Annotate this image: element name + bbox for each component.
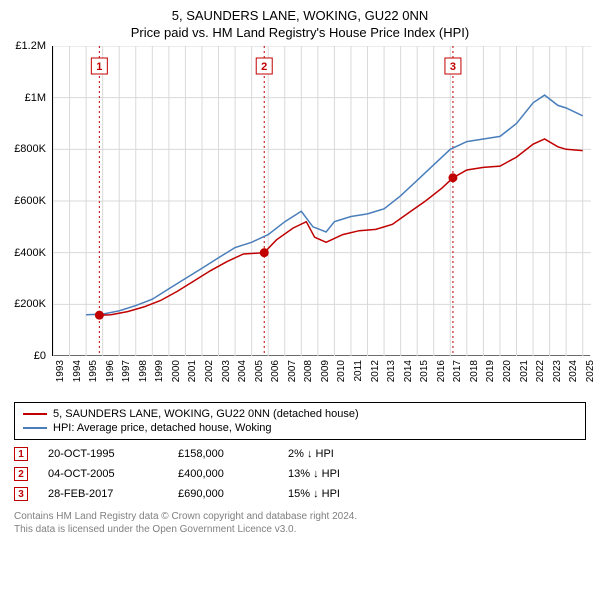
- x-tick-label: 2025: [585, 360, 596, 382]
- legend-swatch: [23, 427, 47, 429]
- x-tick-label: 2023: [552, 360, 563, 382]
- x-tick-label: 2007: [287, 360, 298, 382]
- svg-text:1: 1: [96, 61, 102, 73]
- x-tick-label: 2012: [370, 360, 381, 382]
- sale-date: 04-OCT-2005: [48, 468, 178, 480]
- footer-line-2: This data is licensed under the Open Gov…: [14, 523, 586, 536]
- sale-row: 3 28-FEB-2017£690,00015% ↓ HPI: [14, 484, 586, 504]
- legend: 5, SAUNDERS LANE, WOKING, GU22 0NN (deta…: [14, 402, 586, 440]
- x-tick-label: 2001: [187, 360, 198, 382]
- y-tick-label: £800K: [14, 143, 46, 155]
- legend-item: 5, SAUNDERS LANE, WOKING, GU22 0NN (deta…: [23, 407, 577, 421]
- sale-date: 20-OCT-1995: [48, 448, 178, 460]
- y-tick-label: £200K: [14, 298, 46, 310]
- y-tick-label: £600K: [14, 195, 46, 207]
- sale-marker: 3: [14, 487, 28, 501]
- legend-swatch: [23, 413, 47, 415]
- y-tick-label: £400K: [14, 247, 46, 259]
- sale-row: 1 20-OCT-1995£158,0002% ↓ HPI: [14, 444, 586, 464]
- sale-marker: 2: [14, 467, 28, 481]
- sale-date: 28-FEB-2017: [48, 488, 178, 500]
- x-tick-label: 2020: [502, 360, 513, 382]
- x-tick-label: 1994: [72, 360, 83, 382]
- sale-delta: 13% ↓ HPI: [288, 468, 408, 480]
- x-tick-label: 2004: [237, 360, 248, 382]
- chart-area: £0£200K£400K£600K£800K£1M£1.2M 123 19931…: [0, 46, 600, 396]
- y-tick-label: £1.2M: [15, 40, 46, 52]
- plot-svg: 1 2 3: [53, 46, 591, 356]
- x-tick-label: 2014: [403, 360, 414, 382]
- x-tick-label: 2013: [386, 360, 397, 382]
- x-tick-label: 2011: [353, 360, 364, 382]
- y-axis-labels: £0£200K£400K£600K£800K£1M£1.2M: [0, 46, 52, 356]
- chart-subtitle: Price paid vs. HM Land Registry's House …: [0, 23, 600, 46]
- x-tick-label: 2002: [204, 360, 215, 382]
- x-tick-label: 1995: [88, 360, 99, 382]
- sale-price: £400,000: [178, 468, 288, 480]
- legend-label: HPI: Average price, detached house, Woki…: [53, 422, 272, 434]
- y-tick-label: £0: [34, 350, 46, 362]
- x-tick-label: 1993: [55, 360, 66, 382]
- sale-row: 2 04-OCT-2005£400,00013% ↓ HPI: [14, 464, 586, 484]
- x-tick-label: 2009: [320, 360, 331, 382]
- y-tick-label: £1M: [25, 92, 46, 104]
- x-tick-label: 2010: [336, 360, 347, 382]
- sales-table: 1 20-OCT-1995£158,0002% ↓ HPI 2 04-OCT-2005…: [14, 444, 586, 504]
- plot-area: 1 2 3: [52, 46, 590, 356]
- x-tick-label: 2021: [519, 360, 530, 382]
- x-tick-label: 2000: [171, 360, 182, 382]
- x-tick-label: 2022: [535, 360, 546, 382]
- x-tick-label: 2017: [452, 360, 463, 382]
- chart-title: 5, SAUNDERS LANE, WOKING, GU22 0NN: [0, 0, 600, 23]
- x-tick-label: 2024: [568, 360, 579, 382]
- footer-line-1: Contains HM Land Registry data © Crown c…: [14, 510, 586, 523]
- sale-marker: 1: [14, 447, 28, 461]
- x-axis-labels: 1993 1994 1995 1996 1997 1998 1999 2000 2001 2002…: [52, 358, 590, 396]
- footer-attribution: Contains HM Land Registry data © Crown c…: [14, 510, 586, 536]
- chart-container: 5, SAUNDERS LANE, WOKING, GU22 0NN Price…: [0, 0, 600, 590]
- x-tick-label: 1999: [154, 360, 165, 382]
- x-tick-label: 2018: [469, 360, 480, 382]
- x-tick-label: 1996: [105, 360, 116, 382]
- x-tick-label: 2003: [221, 360, 232, 382]
- x-tick-label: 2008: [303, 360, 314, 382]
- x-tick-label: 2006: [270, 360, 281, 382]
- x-tick-label: 2015: [419, 360, 430, 382]
- svg-text:2: 2: [261, 61, 267, 73]
- x-tick-label: 1998: [138, 360, 149, 382]
- sale-delta: 15% ↓ HPI: [288, 488, 408, 500]
- x-tick-label: 1997: [121, 360, 132, 382]
- sale-delta: 2% ↓ HPI: [288, 448, 408, 460]
- legend-label: 5, SAUNDERS LANE, WOKING, GU22 0NN (deta…: [53, 408, 359, 420]
- x-tick-label: 2019: [485, 360, 496, 382]
- sale-price: £690,000: [178, 488, 288, 500]
- legend-item: HPI: Average price, detached house, Woki…: [23, 421, 577, 435]
- x-tick-label: 2005: [254, 360, 265, 382]
- svg-text:3: 3: [450, 61, 456, 73]
- sale-price: £158,000: [178, 448, 288, 460]
- x-tick-label: 2016: [436, 360, 447, 382]
